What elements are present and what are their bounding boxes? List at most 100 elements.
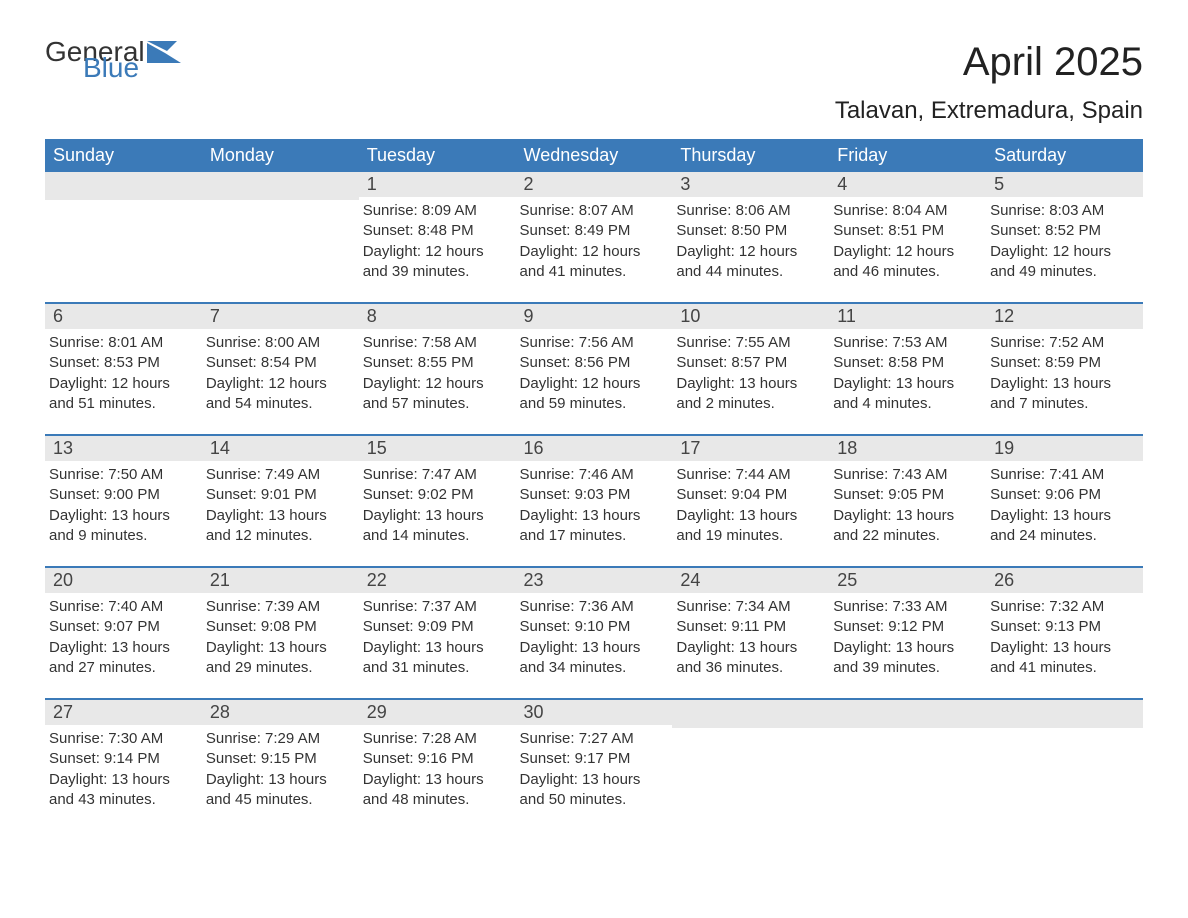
- daylight-text: Daylight: 13 hours and 7 minutes.: [990, 374, 1137, 415]
- sunset-text: Sunset: 9:14 PM: [49, 749, 196, 769]
- calendar-day-cell: 23Sunrise: 7:36 AMSunset: 9:10 PMDayligh…: [516, 567, 673, 699]
- sunrise-text: Sunrise: 7:47 AM: [363, 465, 510, 485]
- weekday-header-row: Sunday Monday Tuesday Wednesday Thursday…: [45, 139, 1143, 172]
- calendar-day-cell: 14Sunrise: 7:49 AMSunset: 9:01 PMDayligh…: [202, 435, 359, 567]
- weekday-header: Friday: [829, 139, 986, 172]
- day-details: Sunrise: 7:28 AMSunset: 9:16 PMDaylight:…: [359, 725, 516, 814]
- calendar-day-cell: 20Sunrise: 7:40 AMSunset: 9:07 PMDayligh…: [45, 567, 202, 699]
- weekday-header: Tuesday: [359, 139, 516, 172]
- daylight-text: Daylight: 13 hours and 41 minutes.: [990, 638, 1137, 679]
- day-details: Sunrise: 7:49 AMSunset: 9:01 PMDaylight:…: [202, 461, 359, 550]
- sunrise-text: Sunrise: 7:43 AM: [833, 465, 980, 485]
- sunrise-text: Sunrise: 7:32 AM: [990, 597, 1137, 617]
- daylight-text: Daylight: 12 hours and 39 minutes.: [363, 242, 510, 283]
- daylight-text: Daylight: 12 hours and 44 minutes.: [676, 242, 823, 283]
- sunrise-text: Sunrise: 7:49 AM: [206, 465, 353, 485]
- sunset-text: Sunset: 8:56 PM: [520, 353, 667, 373]
- sunset-text: Sunset: 8:49 PM: [520, 221, 667, 241]
- sunrise-text: Sunrise: 7:27 AM: [520, 729, 667, 749]
- day-details: Sunrise: 7:32 AMSunset: 9:13 PMDaylight:…: [986, 593, 1143, 682]
- day-number: 21: [202, 568, 359, 593]
- sunrise-text: Sunrise: 8:07 AM: [520, 201, 667, 221]
- day-number: 30: [516, 700, 673, 725]
- daylight-text: Daylight: 12 hours and 57 minutes.: [363, 374, 510, 415]
- calendar-day-cell: [829, 699, 986, 830]
- sunrise-text: Sunrise: 7:56 AM: [520, 333, 667, 353]
- day-details: Sunrise: 7:37 AMSunset: 9:09 PMDaylight:…: [359, 593, 516, 682]
- day-details: Sunrise: 7:55 AMSunset: 8:57 PMDaylight:…: [672, 329, 829, 418]
- day-number: [829, 700, 986, 728]
- title-block: April 2025 Talavan, Extremadura, Spain: [835, 40, 1143, 125]
- daylight-text: Daylight: 13 hours and 17 minutes.: [520, 506, 667, 547]
- daylight-text: Daylight: 13 hours and 34 minutes.: [520, 638, 667, 679]
- day-number: [45, 172, 202, 200]
- sunrise-text: Sunrise: 7:58 AM: [363, 333, 510, 353]
- daylight-text: Daylight: 13 hours and 48 minutes.: [363, 770, 510, 811]
- day-number: 6: [45, 304, 202, 329]
- day-details: Sunrise: 7:36 AMSunset: 9:10 PMDaylight:…: [516, 593, 673, 682]
- daylight-text: Daylight: 12 hours and 49 minutes.: [990, 242, 1137, 283]
- sunrise-text: Sunrise: 7:41 AM: [990, 465, 1137, 485]
- day-details: Sunrise: 8:09 AMSunset: 8:48 PMDaylight:…: [359, 197, 516, 286]
- daylight-text: Daylight: 13 hours and 2 minutes.: [676, 374, 823, 415]
- sunrise-text: Sunrise: 7:53 AM: [833, 333, 980, 353]
- calendar-day-cell: 19 Sunrise: 7:41 AMSunset: 9:06 PMDayligh…: [986, 435, 1143, 567]
- sunset-text: Sunset: 9:03 PM: [520, 485, 667, 505]
- day-number: 20: [45, 568, 202, 593]
- day-number: 8: [359, 304, 516, 329]
- calendar-week-row: 6Sunrise: 8:01 AMSunset: 8:53 PMDaylight…: [45, 303, 1143, 435]
- calendar-day-cell: 28Sunrise: 7:29 AMSunset: 9:15 PMDayligh…: [202, 699, 359, 830]
- sunset-text: Sunset: 9:15 PM: [206, 749, 353, 769]
- daylight-text: Daylight: 13 hours and 45 minutes.: [206, 770, 353, 811]
- daylight-text: Daylight: 12 hours and 54 minutes.: [206, 374, 353, 415]
- sunset-text: Sunset: 9:09 PM: [363, 617, 510, 637]
- sunset-text: Sunset: 9:06 PM: [990, 485, 1137, 505]
- day-details: Sunrise: 8:04 AMSunset: 8:51 PMDaylight:…: [829, 197, 986, 286]
- calendar-day-cell: 16Sunrise: 7:46 AMSunset: 9:03 PMDayligh…: [516, 435, 673, 567]
- sunrise-text: Sunrise: 7:33 AM: [833, 597, 980, 617]
- calendar-day-cell: 2Sunrise: 8:07 AMSunset: 8:49 PMDaylight…: [516, 172, 673, 303]
- weekday-header: Sunday: [45, 139, 202, 172]
- sunset-text: Sunset: 8:50 PM: [676, 221, 823, 241]
- sunrise-text: Sunrise: 7:28 AM: [363, 729, 510, 749]
- day-number: 18: [829, 436, 986, 461]
- day-number: 19: [986, 436, 1143, 461]
- sunrise-text: Sunrise: 7:55 AM: [676, 333, 823, 353]
- day-details: Sunrise: 7:29 AMSunset: 9:15 PMDaylight:…: [202, 725, 359, 814]
- calendar-day-cell: 25Sunrise: 7:33 AMSunset: 9:12 PMDayligh…: [829, 567, 986, 699]
- day-number: 15: [359, 436, 516, 461]
- calendar-day-cell: 8Sunrise: 7:58 AMSunset: 8:55 PMDaylight…: [359, 303, 516, 435]
- calendar-week-row: 1Sunrise: 8:09 AMSunset: 8:48 PMDaylight…: [45, 172, 1143, 303]
- sunrise-text: Sunrise: 7:44 AM: [676, 465, 823, 485]
- day-details: Sunrise: 7:46 AMSunset: 9:03 PMDaylight:…: [516, 461, 673, 550]
- day-details: Sunrise: 7:27 AMSunset: 9:17 PMDaylight:…: [516, 725, 673, 814]
- daylight-text: Daylight: 13 hours and 43 minutes.: [49, 770, 196, 811]
- calendar-day-cell: 4Sunrise: 8:04 AMSunset: 8:51 PMDaylight…: [829, 172, 986, 303]
- calendar-day-cell: 26Sunrise: 7:32 AMSunset: 9:13 PMDayligh…: [986, 567, 1143, 699]
- day-number: 11: [829, 304, 986, 329]
- day-number: [202, 172, 359, 200]
- calendar-week-row: 20Sunrise: 7:40 AMSunset: 9:07 PMDayligh…: [45, 567, 1143, 699]
- day-number: 16: [516, 436, 673, 461]
- sunrise-text: Sunrise: 8:03 AM: [990, 201, 1137, 221]
- day-number: 27: [45, 700, 202, 725]
- sunrise-text: Sunrise: 7:46 AM: [520, 465, 667, 485]
- daylight-text: Daylight: 13 hours and 36 minutes.: [676, 638, 823, 679]
- daylight-text: Daylight: 12 hours and 41 minutes.: [520, 242, 667, 283]
- calendar-day-cell: 29Sunrise: 7:28 AMSunset: 9:16 PMDayligh…: [359, 699, 516, 830]
- day-number: 5: [986, 172, 1143, 197]
- calendar-day-cell: 5Sunrise: 8:03 AMSunset: 8:52 PMDaylight…: [986, 172, 1143, 303]
- calendar-day-cell: [202, 172, 359, 303]
- sunrise-text: Sunrise: 7:40 AM: [49, 597, 196, 617]
- sunset-text: Sunset: 9:00 PM: [49, 485, 196, 505]
- day-details: Sunrise: 7:43 AMSunset: 9:05 PMDaylight:…: [829, 461, 986, 550]
- daylight-text: Daylight: 13 hours and 24 minutes.: [990, 506, 1137, 547]
- day-number: 29: [359, 700, 516, 725]
- sunrise-text: Sunrise: 7:36 AM: [520, 597, 667, 617]
- sunrise-text: Sunrise: 7:39 AM: [206, 597, 353, 617]
- day-number: 22: [359, 568, 516, 593]
- calendar-day-cell: 12Sunrise: 7:52 AMSunset: 8:59 PMDayligh…: [986, 303, 1143, 435]
- sunrise-text: Sunrise: 8:04 AM: [833, 201, 980, 221]
- day-details: Sunrise: 7:58 AMSunset: 8:55 PMDaylight:…: [359, 329, 516, 418]
- day-number: 14: [202, 436, 359, 461]
